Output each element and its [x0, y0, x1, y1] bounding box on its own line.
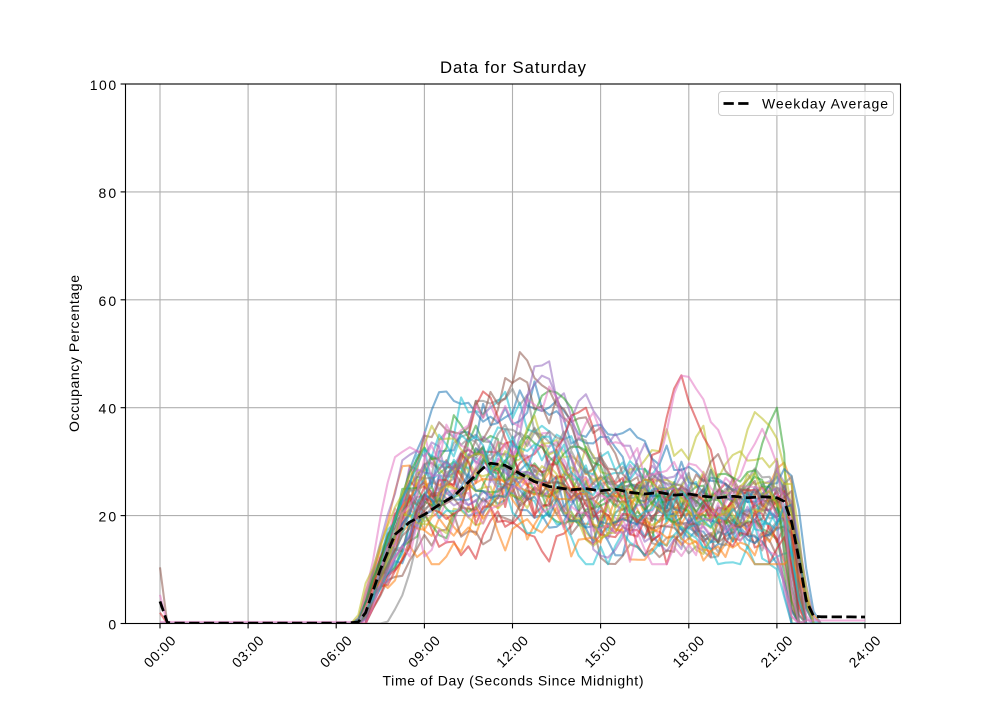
- svg-text:100: 100: [90, 77, 117, 93]
- svg-text:80: 80: [99, 185, 117, 201]
- svg-text:20: 20: [99, 509, 117, 525]
- svg-text:Time of Day (Seconds Since Mid: Time of Day (Seconds Since Midnight): [383, 673, 644, 689]
- svg-text:60: 60: [99, 293, 117, 309]
- svg-text:Occupancy Percentage: Occupancy Percentage: [66, 275, 82, 432]
- svg-text:Data for Saturday: Data for Saturday: [440, 58, 587, 77]
- svg-text:40: 40: [99, 401, 117, 417]
- svg-text:Weekday Average: Weekday Average: [762, 96, 888, 112]
- svg-text:0: 0: [108, 617, 116, 633]
